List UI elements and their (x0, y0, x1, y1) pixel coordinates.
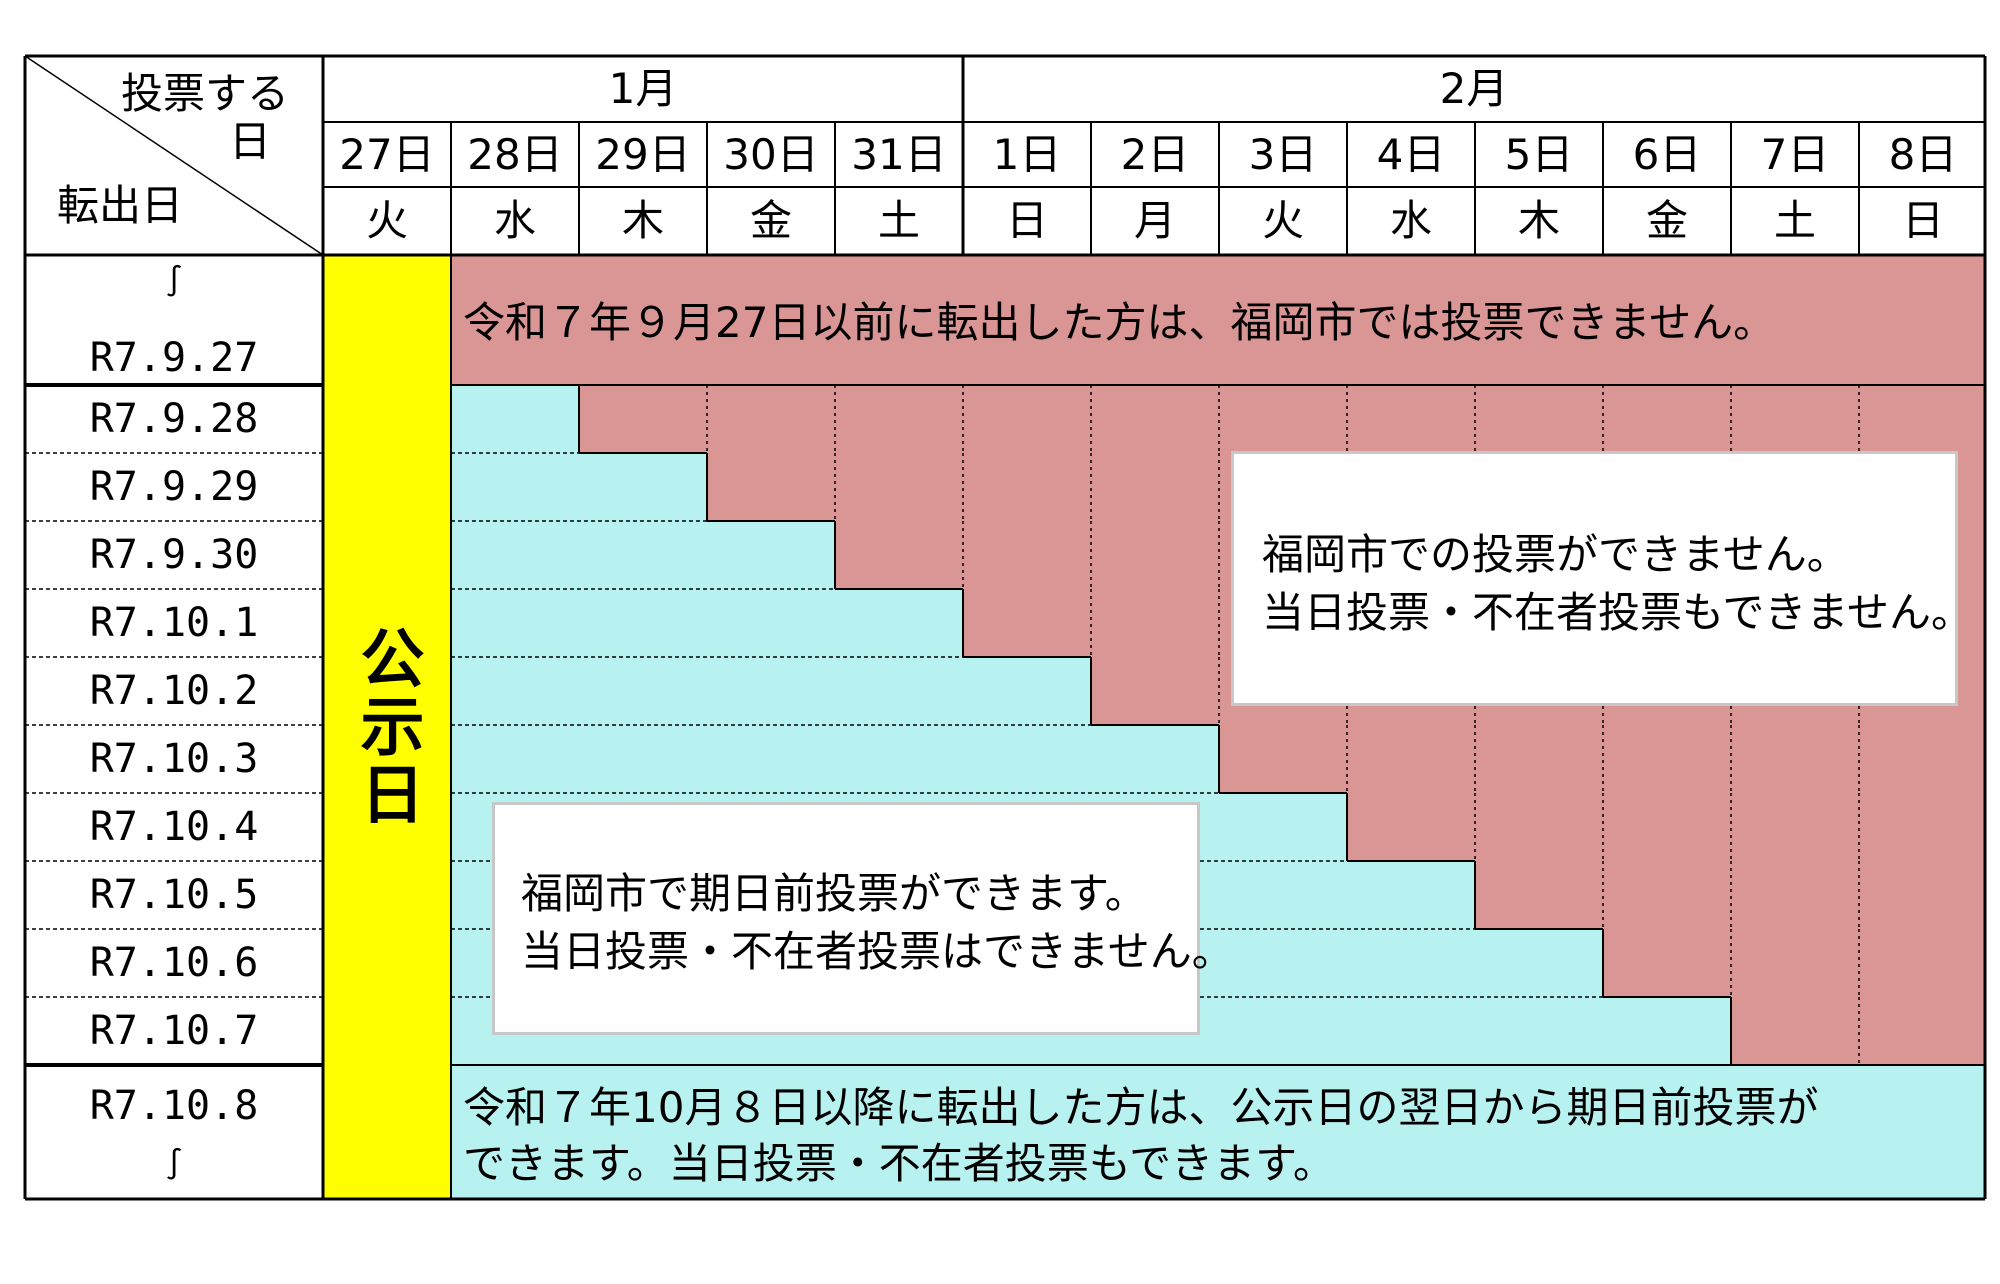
row-label-tilde-bottom: ∫ (164, 1147, 184, 1182)
day-date-label: 8日 (1888, 129, 1958, 179)
day-weekday-label: 金 (1645, 196, 1688, 245)
no-vote-cell (1347, 793, 1985, 861)
day-weekday-label: 火 (1261, 196, 1304, 245)
cannot-vote-line1: 福岡市での投票ができません。 (1262, 530, 1849, 579)
day-weekday-label: 日 (1005, 196, 1048, 245)
day-weekday-label: 日 (1901, 196, 1944, 245)
no-vote-cell (1731, 997, 1985, 1065)
row-label: R7.10.7 (89, 1008, 259, 1054)
corner-top-label: 投票する (120, 69, 289, 118)
cannot-vote-line2: 当日投票・不在者投票もできません。 (1262, 588, 1974, 637)
corner-bottom-label: 転出日 (56, 181, 183, 230)
day-weekday-label: 火 (365, 196, 408, 245)
bottom-band-message-line2: できます。当日投票・不在者投票もできます。 (463, 1139, 1335, 1188)
cannot-vote-band (451, 255, 1985, 385)
corner-top-label-day: 日 (228, 117, 271, 166)
row-label: R7.10.3 (89, 736, 259, 782)
day-date-label: 6日 (1632, 129, 1702, 179)
row-label: R7.9.29 (89, 464, 259, 510)
row-label: R7.10.4 (89, 804, 259, 850)
row-label: R7.10.5 (89, 872, 259, 918)
row-label-first: R7.9.27 (89, 335, 259, 381)
can-vote-band (451, 1065, 1985, 1199)
day-date-label: 5日 (1504, 129, 1574, 179)
no-vote-cell (1603, 929, 1985, 997)
day-weekday-label: 土 (1773, 196, 1816, 245)
early-vote-cell (451, 725, 1219, 793)
day-date-label: 29日 (595, 129, 691, 179)
notice-day-column: 公示日 (323, 255, 450, 1199)
row-label: R7.9.28 (89, 396, 259, 442)
notice-day-label: 公示日 (349, 625, 424, 829)
day-weekday-label: 水 (493, 196, 536, 245)
bottom-band-message-line1: 令和７年10月８日以降に転出した方は、公示日の翌日から期日前投票が (463, 1083, 1819, 1132)
early-vote-cell (451, 589, 963, 657)
day-date-label: 3日 (1248, 129, 1318, 179)
early-vote-cell (451, 385, 579, 453)
day-weekday-label: 木 (1517, 196, 1560, 245)
row-label-last: R7.10.8 (89, 1083, 259, 1129)
day-date-label: 30日 (723, 129, 819, 179)
row-label: R7.10.6 (89, 940, 259, 986)
month-february: 2月 (1439, 64, 1509, 113)
early-vote-cell (451, 521, 835, 589)
day-weekday-label: 月 (1133, 196, 1176, 245)
early-vote-callout: 福岡市で期日前投票ができます。 当日投票・不在者投票はできません。 (492, 802, 1234, 1035)
day-date-label: 28日 (467, 129, 563, 179)
early-vote-cell (451, 453, 707, 521)
no-vote-cell (1475, 861, 1985, 929)
top-band-message: 令和７年９月27日以前に転出した方は、福岡市では投票できません。 (463, 298, 1776, 347)
no-vote-cell (579, 385, 1985, 453)
day-date-label: 31日 (851, 129, 947, 179)
row-label-tilde-top: ∫ (164, 264, 184, 299)
day-date-label: 27日 (339, 129, 435, 179)
early-vote-line2: 当日投票・不在者投票はできません。 (521, 927, 1234, 976)
day-date-label: 2日 (1120, 129, 1190, 179)
row-label: R7.10.2 (89, 668, 259, 714)
day-date-label: 4日 (1376, 129, 1446, 179)
day-date-label: 1日 (992, 129, 1062, 179)
day-weekday-label: 金 (749, 196, 792, 245)
corner-diagonal (24, 55, 324, 256)
early-vote-cell (451, 657, 1091, 725)
early-vote-line1: 福岡市で期日前投票ができます。 (521, 869, 1147, 918)
no-vote-cell (1219, 725, 1985, 793)
cannot-vote-callout: 福岡市での投票ができません。 当日投票・不在者投票もできません。 (1231, 451, 1974, 706)
row-label: R7.9.30 (89, 532, 259, 578)
day-weekday-label: 水 (1389, 196, 1432, 245)
row-label: R7.10.1 (89, 600, 259, 646)
notice-day-cell (323, 255, 451, 1199)
day-weekday-label: 木 (621, 196, 664, 245)
day-weekday-label: 土 (877, 196, 920, 245)
day-date-label: 7日 (1760, 129, 1830, 179)
month-january: 1月 (608, 64, 678, 113)
